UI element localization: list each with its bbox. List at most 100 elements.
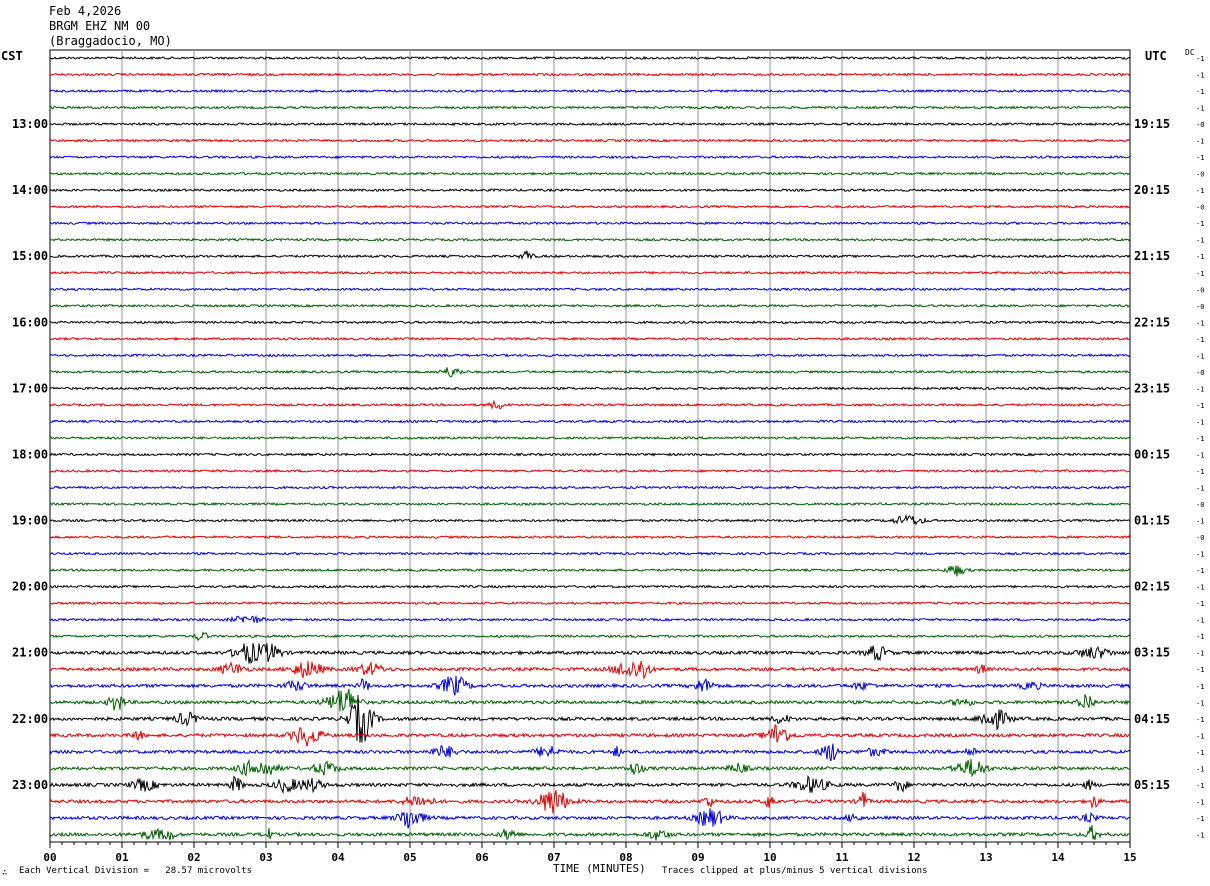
dc-offset-label: -1 — [1196, 55, 1204, 63]
dc-offset-label: -1 — [1196, 270, 1204, 278]
dc-offset-label: -1 — [1196, 451, 1204, 459]
dc-offset-label: -0 — [1196, 303, 1204, 311]
seismic-trace — [49, 743, 1131, 762]
dc-offset-label: -1 — [1196, 352, 1204, 360]
seismic-trace — [49, 204, 1131, 210]
seismic-trace — [49, 808, 1131, 829]
dc-offset-label: -0 — [1196, 286, 1204, 294]
dc-offset-label: -1 — [1196, 485, 1204, 493]
seismic-trace — [49, 138, 1131, 143]
seismic-trace — [49, 154, 1131, 160]
x-axis-label: TIME (MINUTES) — [553, 862, 646, 875]
x-tick-label: 00 — [43, 851, 56, 864]
left-hour-label: 16:00 — [12, 315, 48, 329]
dc-offset-label: -0 — [1196, 501, 1204, 509]
x-tick-label: 12 — [907, 851, 920, 864]
seismic-trace — [49, 303, 1131, 308]
seismic-trace — [49, 534, 1131, 540]
dc-offset-label: -1 — [1196, 815, 1204, 823]
dc-offset-label: -0 — [1196, 369, 1204, 377]
dc-offset-label: -1 — [1196, 716, 1204, 724]
x-tick-label: 04 — [331, 851, 345, 864]
dc-offset-label: -1 — [1196, 468, 1204, 476]
seismic-trace — [49, 336, 1131, 341]
right-hour-label: 20:15 — [1134, 183, 1170, 197]
dc-offset-label: -1 — [1196, 699, 1204, 707]
left-hour-label: 19:00 — [12, 514, 48, 528]
dc-offset-label: -1 — [1196, 732, 1204, 740]
dc-offset-label: -1 — [1196, 666, 1204, 674]
dc-offset-label: -1 — [1196, 584, 1204, 592]
left-hour-label: 17:00 — [12, 381, 48, 395]
dc-offset-label: -1 — [1196, 749, 1204, 757]
seismic-trace — [50, 419, 1131, 424]
dc-offset-label: -1 — [1196, 435, 1204, 443]
dc-offset-label: -1 — [1196, 683, 1204, 691]
seismic-trace — [49, 501, 1131, 507]
left-hour-label: 13:00 — [12, 117, 48, 131]
dc-offset-label: -1 — [1196, 336, 1204, 344]
right-hour-label: 00:15 — [1134, 447, 1170, 461]
right-timezone-label: UTC — [1145, 49, 1167, 63]
right-hour-label: 22:15 — [1134, 315, 1170, 329]
dc-offset-label: -1 — [1196, 831, 1204, 839]
x-tick-label: 07 — [547, 851, 560, 864]
date-title: Feb 4,2026 — [49, 4, 122, 18]
dc-offset-label: -1 — [1196, 154, 1204, 162]
seismic-trace — [49, 250, 1131, 260]
vertical-division-note: Each Vertical Division = 28.57 microvolt… — [19, 866, 252, 876]
seismic-trace — [49, 353, 1131, 358]
dc-offset-label: -1 — [1196, 88, 1204, 96]
dc-offset-label: -1 — [1196, 782, 1204, 790]
seismic-trace — [49, 452, 1131, 457]
dc-offset-label: -1 — [1196, 72, 1204, 80]
seismic-trace — [49, 614, 1131, 624]
seismic-trace — [49, 774, 1131, 795]
x-tick-label: 13 — [979, 851, 992, 864]
seismic-trace — [49, 399, 1131, 411]
dc-offset-label: -1 — [1196, 418, 1204, 426]
seismic-trace — [49, 660, 1131, 680]
seismic-trace — [49, 88, 1131, 94]
dc-offset-label: -1 — [1196, 600, 1204, 608]
dc-offset-label: -1 — [1196, 138, 1204, 146]
x-tick-label: 03 — [259, 851, 272, 864]
seismic-trace — [49, 435, 1131, 441]
dc-offset-label: -1 — [1196, 105, 1204, 113]
seismic-trace — [49, 320, 1131, 325]
left-hour-label: 23:00 — [12, 778, 48, 792]
station-title: BRGM EHZ NM 00 — [49, 19, 151, 33]
left-hour-label: 22:00 — [12, 712, 48, 726]
seismic-trace — [49, 790, 1131, 814]
dc-offset-label: -1 — [1196, 617, 1204, 625]
seismic-trace — [49, 601, 1131, 606]
left-hour-label: 14:00 — [12, 183, 48, 197]
x-tick-label: 06 — [475, 851, 489, 864]
seismic-trace — [49, 187, 1131, 193]
dc-offset-label: -0 — [1196, 204, 1204, 212]
x-tick-label: 08 — [619, 851, 632, 864]
location-title: (Braggadocio, MO) — [49, 34, 172, 48]
left-hour-label: 21:00 — [12, 646, 48, 660]
x-tick-label: 09 — [691, 851, 704, 864]
seismic-trace — [49, 825, 1131, 841]
dc-offset-label: -1 — [1196, 765, 1204, 773]
seismic-trace — [49, 367, 1131, 378]
dc-offset-label: -1 — [1196, 220, 1204, 228]
dc-offset-label: -1 — [1196, 518, 1204, 526]
right-hour-label: 03:15 — [1134, 646, 1170, 660]
seismic-trace — [49, 513, 1131, 526]
right-hour-label: 23:15 — [1134, 381, 1170, 395]
x-tick-label: 11 — [835, 851, 849, 864]
x-tick-label: 15 — [1123, 851, 1136, 864]
logo-icon: ∴ — [2, 868, 8, 878]
dc-offset-label: -0 — [1196, 121, 1204, 129]
seismic-trace — [49, 105, 1131, 110]
dc-offset-label: -1 — [1196, 633, 1204, 641]
left-hour-label: 15:00 — [12, 249, 48, 263]
seismic-trace — [49, 565, 1131, 577]
seismic-trace — [50, 642, 1131, 664]
clipping-note: Traces clipped at plus/minus 5 vertical … — [662, 866, 928, 876]
left-timezone-label: CST — [1, 49, 23, 63]
